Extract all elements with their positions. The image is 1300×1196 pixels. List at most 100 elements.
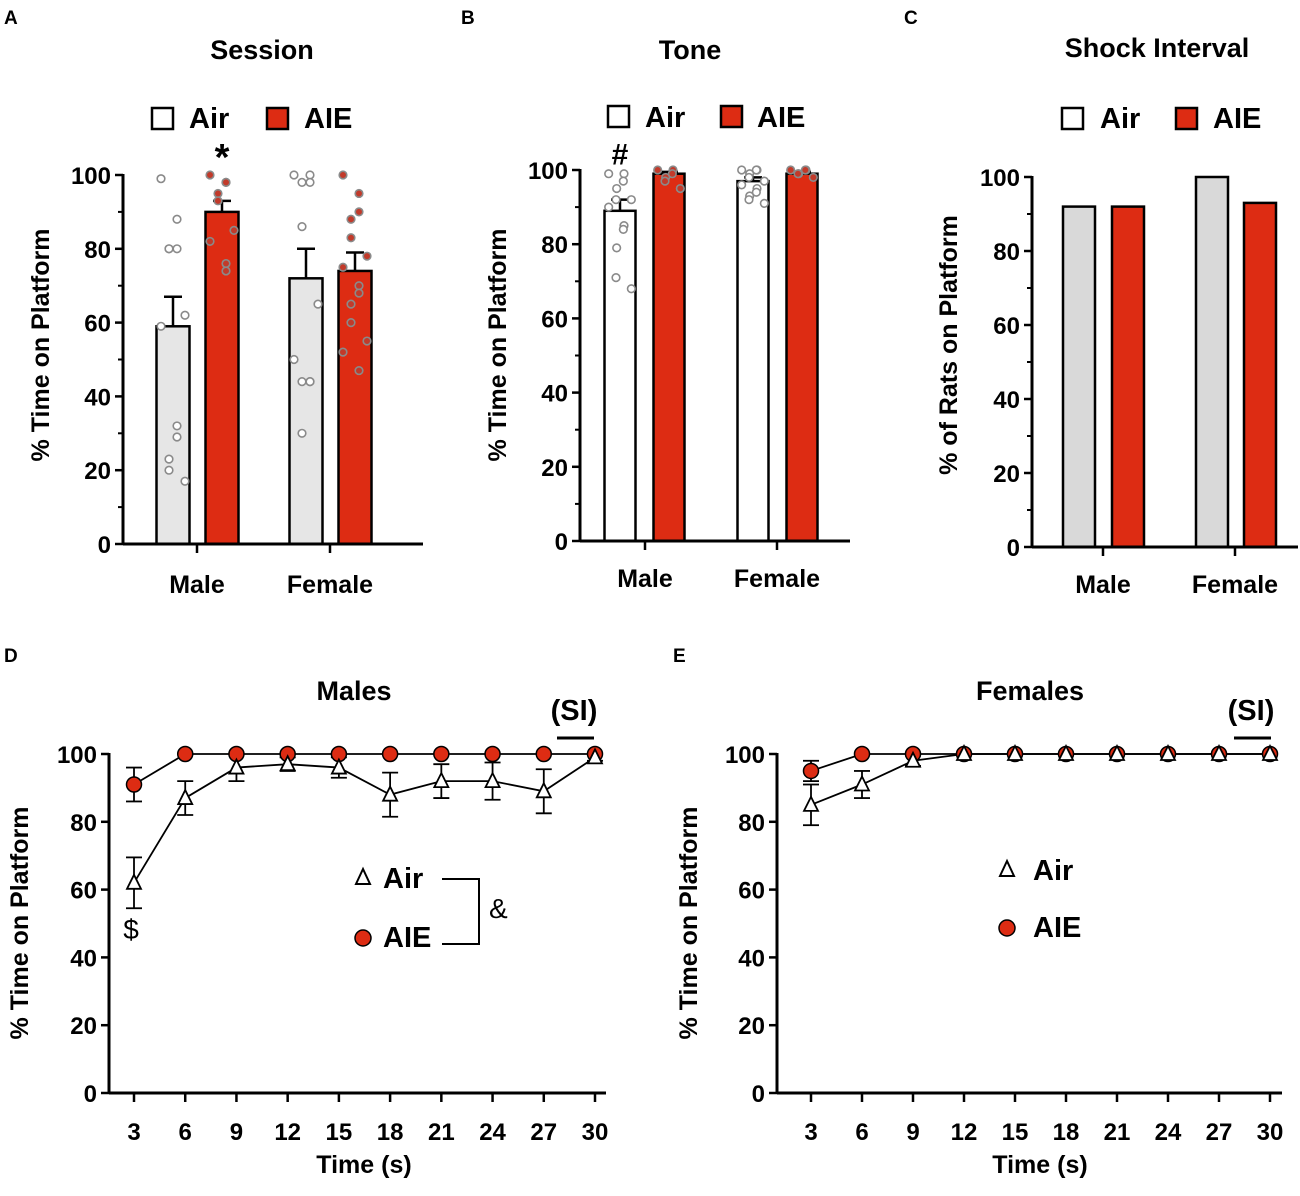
legend-air-swatch: [150, 106, 175, 131]
significance-annotation: #: [612, 139, 629, 172]
bar-aie-female: [785, 172, 819, 543]
x-tick-label: 9: [906, 1119, 919, 1146]
data-point: [354, 365, 364, 376]
x-tick-label: 6: [855, 1119, 868, 1146]
data-point: [611, 272, 621, 283]
data-point-air: [176, 788, 194, 805]
series-line-air: [810, 753, 1270, 806]
data-point-air: [955, 743, 973, 761]
y-tick-label: 40: [738, 945, 765, 972]
bar-aie-male: [1110, 205, 1146, 549]
data-point: [297, 177, 307, 187]
panel-b-plot: 0 20 40 60 80 100 Male Female #: [528, 139, 850, 593]
y-tick-label: 80: [70, 810, 97, 837]
data-point: [626, 284, 636, 294]
data-point-air: [279, 754, 297, 772]
legend-aie-swatch: [719, 104, 744, 129]
data-point: [354, 188, 364, 199]
legend-aie-swatch: [265, 106, 290, 131]
data-point: [354, 288, 364, 298]
data-point: [793, 169, 803, 179]
panel-d-title: Males: [316, 676, 391, 706]
y-tick-label: 20: [84, 458, 111, 485]
data-point: [221, 266, 231, 276]
y-tick-label: 60: [738, 878, 765, 905]
panel-label-c: C: [904, 8, 918, 29]
legend-aie-label: AIE: [1213, 103, 1261, 135]
data-point-aie: [381, 745, 399, 763]
data-point: [737, 165, 747, 175]
data-point: [229, 225, 239, 235]
data-point: [338, 347, 348, 357]
data-point-aie: [176, 745, 194, 763]
y-tick-label: 60: [541, 306, 568, 333]
bar-aie-female: [337, 269, 373, 546]
data-point-air: [853, 774, 871, 792]
panel-e-plot: 0 20 40 60 80 100 3 6 9 12 15 18 21 24 27 30: [725, 742, 1283, 1146]
data-point-air: [330, 757, 348, 775]
si-label: (SI): [1228, 695, 1275, 727]
y-tick-label: 80: [541, 232, 568, 259]
x-tick-label: 18: [1053, 1119, 1080, 1146]
legend-aie-label: AIE: [1033, 912, 1081, 944]
data-point: [618, 176, 628, 186]
y-tick-label: 20: [993, 461, 1020, 488]
data-point-air: [586, 747, 604, 765]
y-tick-label: 0: [84, 1081, 97, 1108]
data-point: [289, 354, 299, 365]
y-tick-label: 40: [993, 387, 1020, 414]
y-tick-label: 100: [57, 742, 97, 769]
bar-air-female: [736, 179, 770, 543]
data-point: [346, 233, 356, 243]
panel-d: D Males % Time on Platform Time (s) (SI)…: [4, 646, 608, 1179]
data-point: [172, 214, 182, 224]
data-point: [180, 310, 190, 320]
data-point-air: [1261, 743, 1279, 761]
data-point: [338, 170, 348, 180]
y-tick-label: 20: [738, 1013, 765, 1040]
y-tick-label: 40: [84, 384, 111, 411]
data-point: [305, 377, 315, 387]
legend-aie-label: AIE: [757, 102, 805, 134]
panel-label-b: B: [461, 8, 475, 29]
data-point-air: [904, 750, 922, 768]
data-point: [289, 170, 299, 180]
legend-air-label: Air: [383, 863, 423, 895]
x-tick-label: 6: [179, 1119, 192, 1146]
panel-c-ylabel: % of Rats on Platform: [935, 215, 963, 475]
data-point-air: [535, 781, 553, 799]
si-label: (SI): [551, 695, 598, 727]
data-point-air: [802, 794, 820, 812]
bar-air-female: [288, 277, 324, 546]
data-point: [354, 281, 364, 291]
bar-air-male: [1061, 205, 1097, 549]
data-point: [751, 165, 761, 175]
data-point: [164, 244, 174, 254]
data-point: [305, 177, 315, 187]
bar-air-female: [1194, 175, 1230, 549]
data-point: [744, 195, 754, 205]
y-tick-label: 80: [738, 810, 765, 837]
y-tick-label: 20: [70, 1013, 97, 1040]
data-point: [612, 183, 622, 194]
legend-air-label: Air: [645, 102, 685, 134]
x-tick-label: 15: [1002, 1119, 1029, 1146]
y-tick-label: 40: [70, 945, 97, 972]
data-point: [604, 169, 614, 179]
x-tick-label: Female: [1192, 571, 1278, 599]
y-tick-label: 20: [541, 455, 568, 482]
data-point: [667, 169, 677, 179]
data-point-aie: [853, 745, 871, 763]
data-point: [156, 174, 166, 184]
data-point-aie: [535, 745, 553, 763]
data-point: [354, 207, 364, 217]
ampersand-annotation: &: [489, 893, 508, 924]
data-point: [808, 172, 818, 183]
data-point: [744, 172, 754, 183]
panel-b-ylabel: % Time on Platform: [484, 229, 512, 462]
x-tick-label: 24: [479, 1119, 506, 1146]
legend-aie-label: AIE: [383, 922, 431, 954]
data-point-air: [125, 872, 143, 890]
data-point: [297, 377, 307, 387]
data-point: [297, 222, 307, 232]
